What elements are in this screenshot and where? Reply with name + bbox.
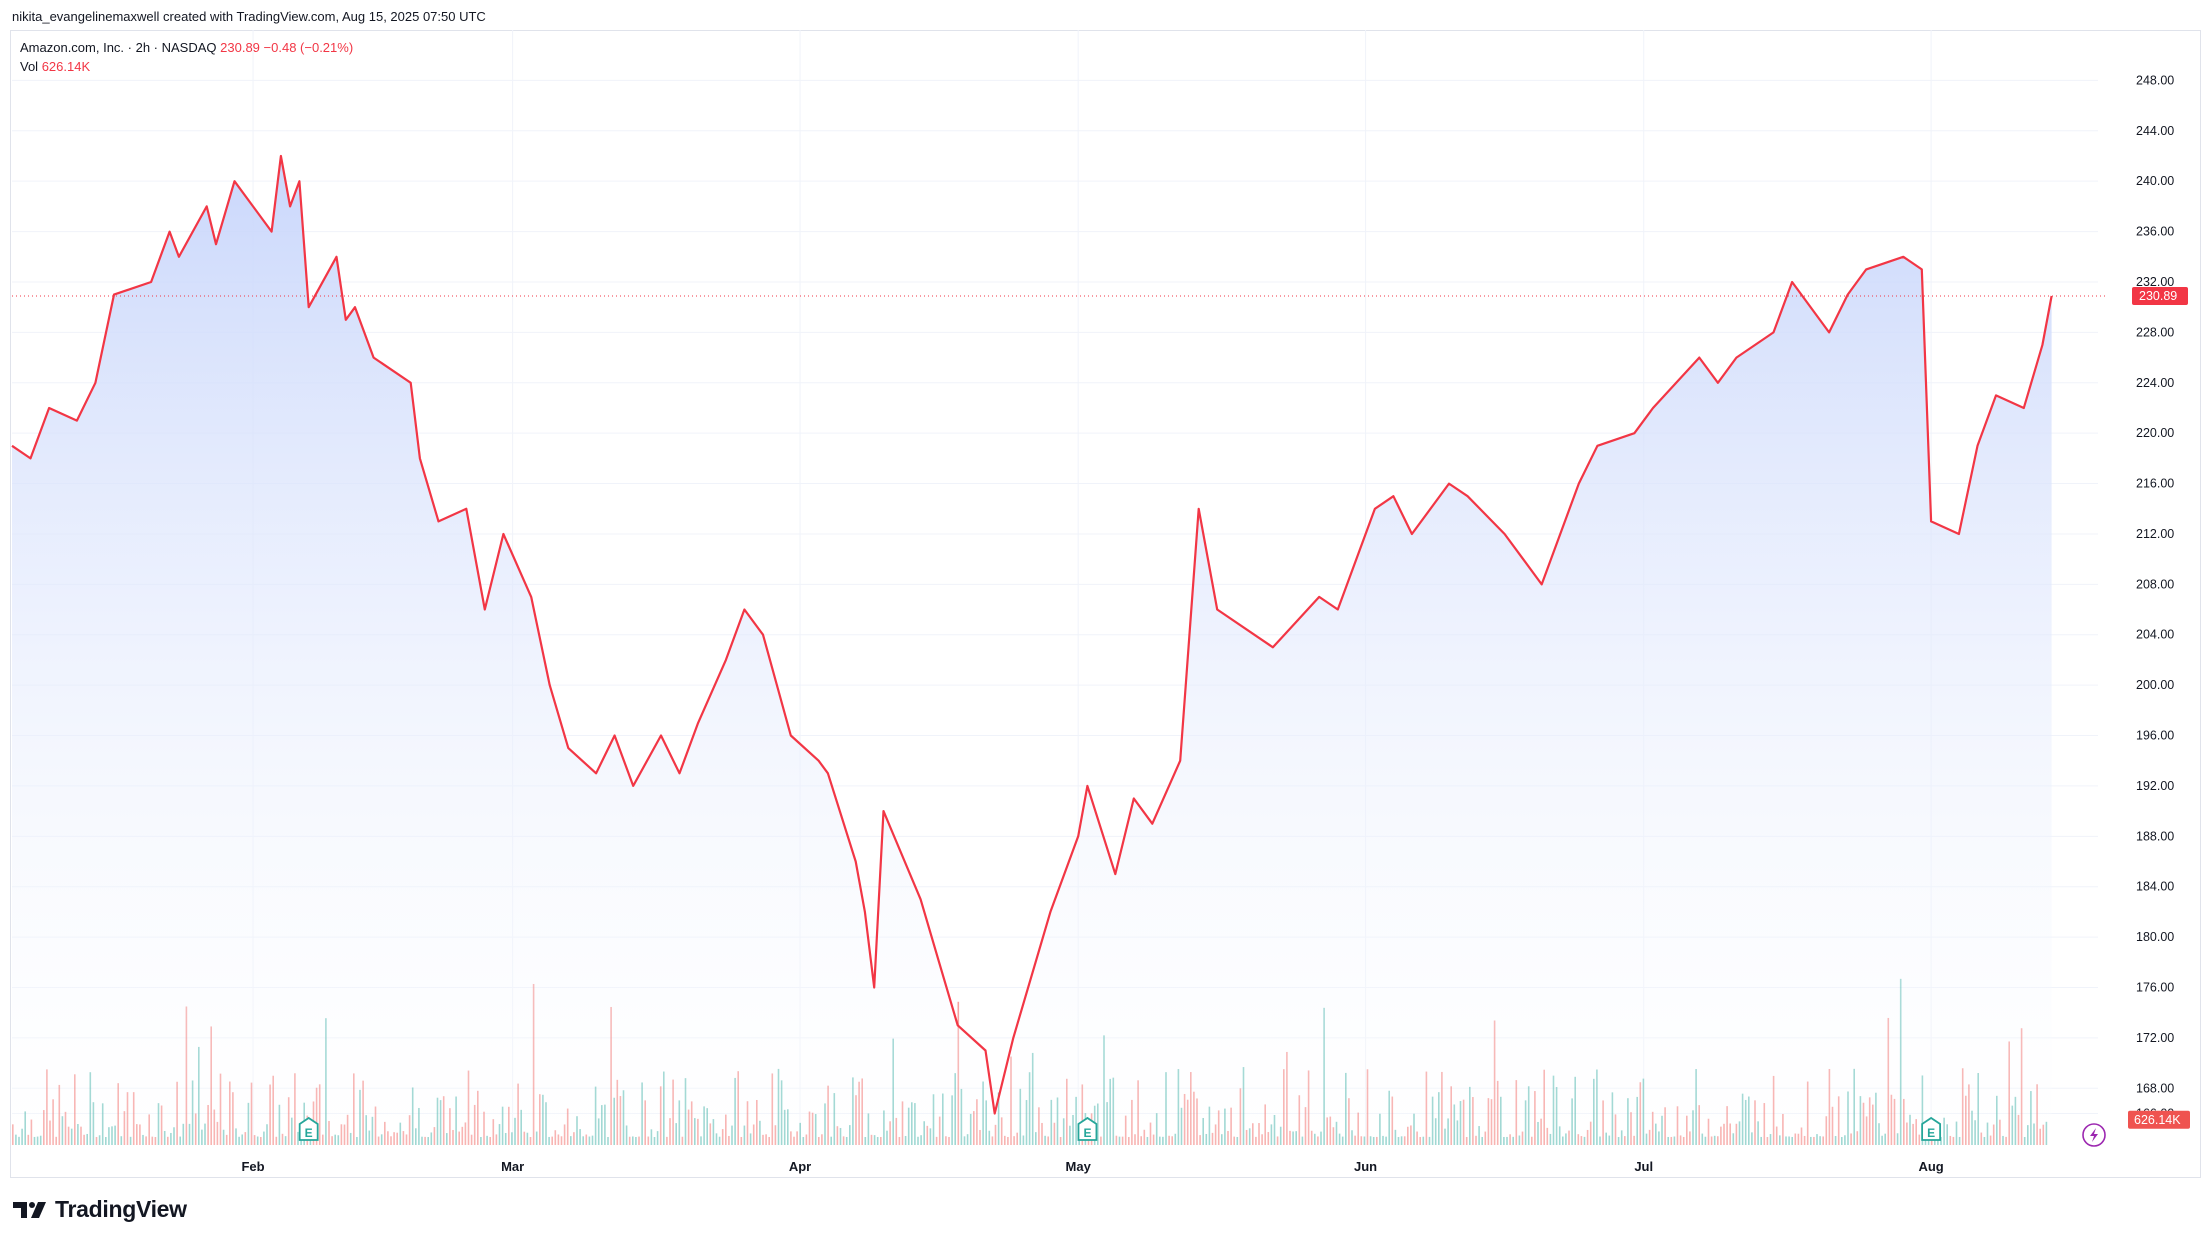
legend-symbol[interactable]: Amazon.com, Inc. · 2h · NASDAQ: [20, 40, 217, 55]
y-tick-label: 220.00: [2136, 426, 2174, 440]
svg-text:E: E: [1927, 1126, 1935, 1140]
y-tick-label: 184.00: [2136, 880, 2174, 894]
x-tick-label: May: [1066, 1159, 1092, 1174]
legend: Amazon.com, Inc. · 2h · NASDAQ 230.89 −0…: [20, 38, 353, 76]
tradingview-logo-icon: [13, 1201, 46, 1218]
y-tick-label: 244.00: [2136, 124, 2174, 138]
svg-text:E: E: [305, 1126, 313, 1140]
x-tick-label: Jun: [1354, 1159, 1377, 1174]
y-tick-label: 192.00: [2136, 779, 2174, 793]
legend-last-price: 230.89: [220, 40, 260, 55]
x-tick-label: Apr: [789, 1159, 811, 1174]
last-value-labels: 230.89 626.14K: [2128, 286, 2190, 1129]
x-tick-label: Aug: [1918, 1159, 1943, 1174]
chart-frame: [10, 30, 2201, 1178]
y-tick-label: 212.00: [2136, 527, 2174, 541]
y-tick-label: 188.00: [2136, 829, 2174, 843]
x-axis[interactable]: Feb Mar Apr May Jun Jul Aug: [241, 1159, 1943, 1174]
brand-name: TradingView: [55, 1196, 187, 1222]
earnings-marker-icon[interactable]: E: [1921, 1116, 1942, 1141]
y-tick-label: 236.00: [2136, 225, 2174, 239]
y-axis[interactable]: 166.00168.00172.00176.00180.00184.00188.…: [2136, 73, 2174, 1120]
tradingview-brand[interactable]: TradingView: [13, 1196, 187, 1223]
earnings-marker-icon[interactable]: E: [298, 1116, 319, 1141]
y-tick-label: 248.00: [2136, 73, 2174, 87]
y-tick-label: 228.00: [2136, 325, 2174, 339]
price-area: [12, 156, 2052, 1145]
y-tick-label: 168.00: [2136, 1081, 2174, 1095]
x-tick-label: Mar: [501, 1159, 524, 1174]
x-tick-label: Feb: [241, 1159, 264, 1174]
earnings-marker-icon[interactable]: E: [1077, 1116, 1098, 1141]
y-tick-label: 232.00: [2136, 275, 2174, 289]
y-tick-label: 180.00: [2136, 930, 2174, 944]
y-tick-label: 208.00: [2136, 577, 2174, 591]
y-tick-label: 204.00: [2136, 628, 2174, 642]
y-tick-label: 224.00: [2136, 376, 2174, 390]
legend-volume-row: Vol 626.14K: [20, 57, 353, 76]
y-tick-label: 196.00: [2136, 729, 2174, 743]
last-price-label: 230.89: [2139, 289, 2177, 303]
last-price-label-bg: [2132, 286, 2188, 305]
last-volume-label: 626.14K: [2134, 1113, 2181, 1127]
legend-vol-label[interactable]: Vol: [20, 59, 39, 74]
legend-change: −0.48 (−0.21%): [263, 40, 354, 55]
last-volume-label-bg: [2128, 1110, 2190, 1129]
y-tick-label: 176.00: [2136, 981, 2174, 995]
lightning-icon[interactable]: [2082, 1123, 2106, 1147]
price-line: [11, 154, 2053, 1115]
y-tick-label: 172.00: [2136, 1031, 2174, 1045]
x-tick-label: Jul: [1634, 1159, 1653, 1174]
y-tick-label: 240.00: [2136, 174, 2174, 188]
chart-credit: nikita_evangelinemaxwell created with Tr…: [12, 9, 486, 24]
svg-text:E: E: [1083, 1126, 1091, 1140]
y-tick-label: 200.00: [2136, 678, 2174, 692]
y-tick-label: 216.00: [2136, 477, 2174, 491]
legend-vol-value: 626.14K: [41, 59, 91, 74]
legend-symbol-row: Amazon.com, Inc. · 2h · NASDAQ 230.89 −0…: [20, 38, 353, 57]
